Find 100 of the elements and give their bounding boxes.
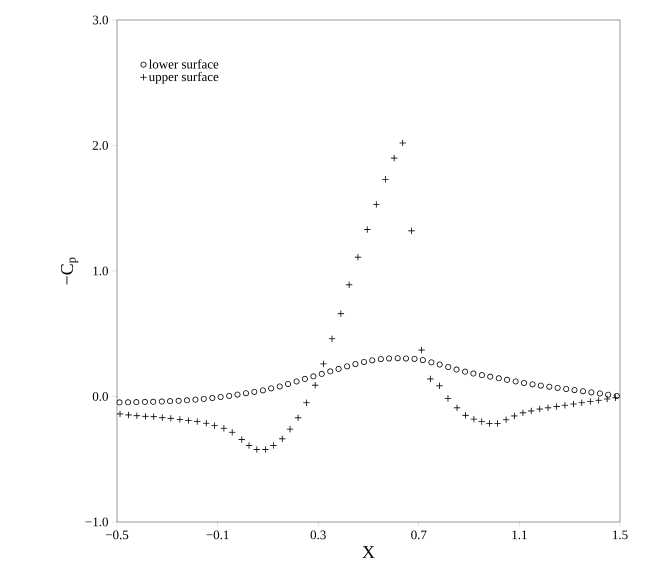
point — [228, 428, 236, 436]
point — [596, 390, 603, 396]
point — [344, 363, 350, 370]
point — [318, 370, 325, 377]
point — [150, 398, 156, 405]
point — [528, 407, 535, 415]
y-tick-label: 2.0 — [92, 141, 108, 150]
point — [209, 395, 216, 402]
x-tick-label: 0.3 — [310, 530, 326, 540]
point — [116, 410, 124, 418]
point — [238, 436, 246, 444]
x-tick-label: 1.5 — [613, 530, 628, 540]
point — [519, 409, 527, 416]
point — [561, 402, 569, 409]
point — [486, 420, 494, 428]
point — [512, 378, 519, 384]
point — [278, 435, 286, 442]
point — [570, 400, 578, 408]
point — [378, 356, 384, 362]
point — [251, 388, 258, 395]
point — [124, 411, 132, 419]
point — [184, 397, 190, 404]
point — [176, 416, 184, 423]
point — [184, 416, 192, 424]
point — [428, 359, 434, 366]
point — [382, 176, 389, 183]
point — [444, 394, 452, 402]
point — [402, 355, 409, 362]
legend-label: upper surface — [148, 72, 218, 84]
point — [563, 386, 570, 392]
legend-label: lower surface — [148, 59, 218, 69]
point — [462, 368, 468, 375]
point — [586, 398, 594, 406]
point — [605, 392, 612, 398]
point — [337, 310, 344, 318]
point — [369, 357, 376, 364]
point — [302, 376, 308, 382]
point — [210, 422, 218, 430]
point — [496, 375, 502, 382]
x-tick-label: −0.1 — [206, 530, 229, 540]
point — [420, 357, 426, 364]
point — [553, 402, 560, 410]
point — [595, 396, 602, 404]
point — [270, 442, 278, 450]
point — [320, 360, 328, 368]
y-tick-label: 1.0 — [93, 266, 108, 276]
point — [360, 358, 367, 365]
point — [445, 364, 452, 370]
point — [470, 415, 478, 423]
point — [426, 375, 434, 383]
point — [312, 382, 319, 389]
point — [294, 414, 302, 422]
point — [133, 412, 140, 420]
point — [142, 398, 148, 405]
point — [520, 380, 527, 386]
point — [614, 393, 620, 399]
y-tick-label: −1.0 — [86, 518, 108, 526]
point — [571, 387, 578, 394]
y-axis-title: −C$_{p}$ — [61, 258, 78, 285]
point — [253, 446, 260, 454]
point — [578, 399, 586, 406]
point — [220, 424, 228, 432]
point — [194, 418, 201, 426]
point — [504, 376, 510, 383]
point — [580, 388, 586, 394]
point — [394, 355, 401, 362]
point — [202, 420, 210, 427]
point — [436, 382, 444, 390]
point — [612, 394, 620, 402]
point — [328, 335, 336, 342]
point — [276, 383, 283, 390]
point — [494, 420, 502, 428]
point — [285, 380, 292, 387]
point — [142, 412, 150, 420]
point — [604, 395, 611, 403]
point — [226, 392, 232, 399]
point — [260, 387, 266, 394]
point — [116, 399, 123, 406]
point — [336, 366, 342, 372]
x-tick-label: −0.5 — [106, 530, 128, 540]
point — [538, 382, 544, 389]
x-axis-title: X — [362, 546, 375, 558]
point — [218, 394, 224, 400]
point — [302, 399, 310, 406]
point — [125, 399, 132, 406]
point — [487, 374, 494, 380]
point — [150, 413, 158, 420]
point — [536, 405, 544, 413]
point — [327, 368, 334, 374]
point — [502, 416, 510, 424]
point — [354, 254, 362, 261]
point — [554, 384, 561, 391]
point — [294, 378, 300, 384]
point — [234, 392, 240, 398]
point — [478, 372, 485, 378]
point — [352, 361, 358, 368]
point — [510, 412, 518, 420]
point — [200, 396, 207, 402]
point — [245, 442, 253, 450]
point — [529, 381, 536, 388]
